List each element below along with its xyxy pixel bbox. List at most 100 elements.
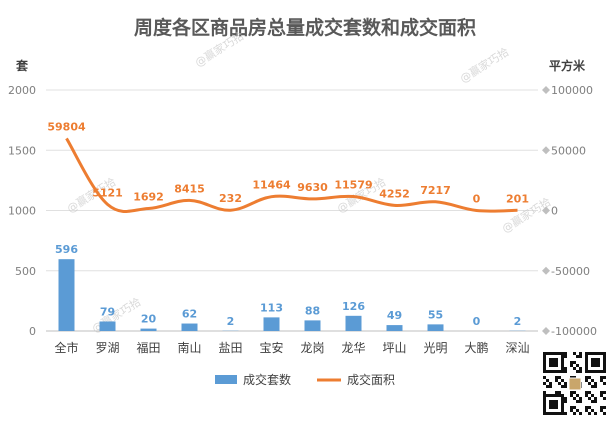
- qr-module: [573, 361, 576, 364]
- qr-module: [549, 361, 552, 364]
- category-label: 光明: [423, 341, 447, 355]
- line-data-label: 8415: [174, 182, 205, 195]
- qr-module: [588, 370, 591, 373]
- qr-module: [558, 376, 561, 379]
- qr-module: [543, 382, 546, 385]
- left-axis-ticks: 0 500 1000 1500 2000: [8, 84, 36, 338]
- qr-module: [543, 370, 546, 373]
- qr-module: [588, 376, 591, 379]
- bar-data-label: 55: [428, 308, 443, 321]
- line-data-label: 7217: [420, 184, 451, 197]
- qr-module: [543, 400, 546, 403]
- qr-module: [552, 358, 555, 361]
- qr-module: [555, 394, 558, 397]
- qr-module: [597, 358, 600, 361]
- qr-module: [603, 358, 606, 361]
- left-axis-unit: 套: [15, 58, 29, 73]
- line-data-label: 4252: [379, 187, 410, 200]
- qr-module: [594, 397, 597, 400]
- bar-data-label: 20: [141, 313, 157, 326]
- line-data-label: 0: [473, 193, 481, 206]
- qr-module: [555, 361, 558, 364]
- qr-module: [585, 352, 588, 355]
- qr-module: [585, 361, 588, 364]
- qr-module: [603, 382, 606, 385]
- chart-title: 周度各区商品房总量成交套数和成交面积: [134, 16, 476, 39]
- legend-bar-swatch: [215, 375, 237, 384]
- qr-module: [561, 352, 564, 355]
- qr-module: [591, 370, 594, 373]
- bar-data-label: 2: [227, 315, 235, 328]
- qr-module: [555, 364, 558, 367]
- qr-module: [546, 412, 549, 415]
- qr-module: [591, 358, 594, 361]
- qr-module: [579, 355, 582, 358]
- qr-module: [600, 376, 603, 379]
- qr-module: [594, 400, 597, 403]
- right-axis-tick-marker: [542, 266, 550, 275]
- category-label: 全市: [54, 340, 78, 355]
- qr-module: [591, 400, 594, 403]
- qr-module: [570, 409, 573, 412]
- qr-module: [588, 352, 591, 355]
- qr-module: [591, 409, 594, 412]
- category-label: 南山: [177, 340, 201, 355]
- qr-module: [558, 391, 561, 394]
- qr-module: [564, 382, 567, 385]
- qr-module: [546, 352, 549, 355]
- qr-module: [585, 358, 588, 361]
- qr-module: [555, 403, 558, 406]
- qr-module: [597, 361, 600, 364]
- qr-module: [585, 409, 588, 412]
- qr-module: [579, 352, 582, 355]
- category-label: 深汕: [505, 341, 529, 355]
- qr-module: [597, 364, 600, 367]
- qr-module: [591, 394, 594, 397]
- bar: [427, 324, 444, 331]
- bar: [304, 320, 321, 331]
- qr-module: [564, 400, 567, 403]
- bar-data-label: 62: [182, 308, 197, 321]
- qr-module: [558, 394, 561, 397]
- bar: [345, 315, 362, 331]
- qr-module: [585, 370, 588, 373]
- qr-module: [561, 397, 564, 400]
- qr-module: [585, 394, 588, 397]
- qr-module: [570, 391, 573, 394]
- qr-module: [549, 352, 552, 355]
- qr-module: [543, 406, 546, 409]
- left-axis-tick-label: 1500: [8, 144, 36, 157]
- qr-module: [573, 391, 576, 394]
- category-label: 盐田: [218, 341, 242, 355]
- qr-module: [561, 394, 564, 397]
- qr-module: [579, 367, 582, 370]
- qr-module: [552, 394, 555, 397]
- qr-module: [591, 379, 594, 382]
- qr-module: [591, 385, 594, 388]
- bar-data-label: 126: [342, 300, 365, 313]
- qr-module: [549, 394, 552, 397]
- qr-module: [549, 385, 552, 388]
- qr-module: [543, 412, 546, 415]
- bar: [99, 321, 116, 331]
- left-axis-tick-label: 500: [15, 265, 36, 278]
- line-data-label: 5121: [92, 186, 123, 199]
- qr-module: [573, 412, 576, 415]
- qr-module: [585, 406, 588, 409]
- qr-module: [558, 370, 561, 373]
- qr-module: [603, 361, 606, 364]
- qr-module: [543, 364, 546, 367]
- qr-module: [603, 367, 606, 370]
- qr-module: [588, 391, 591, 394]
- bar-data-labels: 596 79 20 62 2 113 88 126 49 55 0 2: [55, 243, 521, 328]
- qr-module: [585, 355, 588, 358]
- line-data-label: 9630: [297, 181, 328, 194]
- qr-module: [561, 412, 564, 415]
- qr-module: [594, 364, 597, 367]
- qr-module: [561, 385, 564, 388]
- qr-module: [585, 367, 588, 370]
- qr-module: [543, 361, 546, 364]
- qr-module: [552, 400, 555, 403]
- qr-module: [564, 397, 567, 400]
- legend-bar-label: 成交套数: [243, 372, 291, 387]
